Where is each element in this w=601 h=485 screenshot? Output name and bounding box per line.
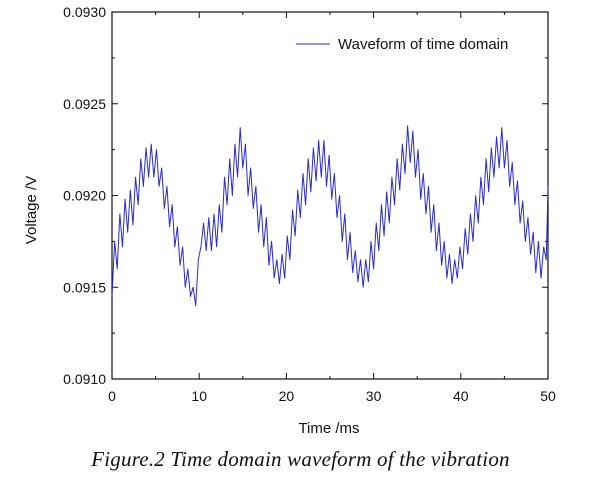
- figure-caption: Figure.2 Time domain waveform of the vib…: [91, 447, 510, 471]
- y-tick-label: 0.0930: [63, 4, 106, 20]
- y-tick-label: 0.0915: [63, 279, 106, 295]
- y-tick-label: 0.0925: [63, 96, 106, 112]
- x-tick-labels: 0 10 20 30 40 50: [108, 388, 556, 404]
- y-tick-label: 0.0920: [63, 188, 106, 204]
- chart: 0.0910 0.0915 0.0920 0.0925 0.0930 0 10 20 30 40…: [23, 4, 556, 437]
- legend-label: Waveform of time domain: [338, 36, 508, 53]
- x-tick-label: 20: [279, 388, 295, 404]
- legend: Waveform of time domain: [296, 36, 508, 53]
- y-tick-labels: 0.0910 0.0915 0.0920 0.0925 0.0930: [63, 4, 106, 387]
- x-axis-title: Time /ms: [298, 420, 359, 437]
- x-tick-label: 50: [540, 388, 556, 404]
- x-tick-label: 40: [453, 388, 469, 404]
- series-lines: [111, 125, 549, 307]
- x-tick-label: 30: [366, 388, 382, 404]
- series-line-0: [111, 125, 549, 307]
- x-tick-label: 0: [108, 388, 116, 404]
- x-tick-label: 10: [191, 388, 207, 404]
- y-tick-label: 0.0910: [63, 371, 106, 387]
- tick-marks: [111, 11, 549, 380]
- y-axis-title: Voltage /V: [23, 176, 40, 244]
